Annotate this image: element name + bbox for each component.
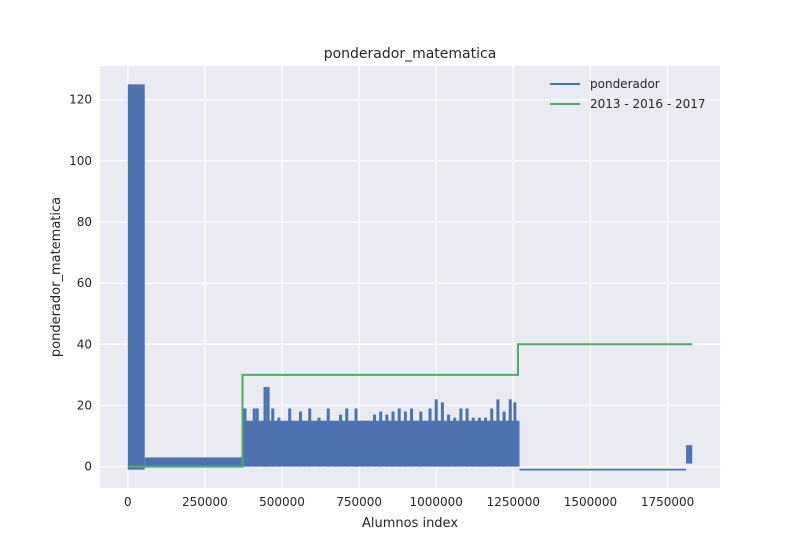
y-tick-label: 100 <box>69 154 92 168</box>
ponderador-spike <box>345 408 349 467</box>
y-tick-label: 20 <box>77 398 92 412</box>
ponderador-spike <box>243 408 247 467</box>
ponderador-band <box>686 445 693 464</box>
y-tick-label: 40 <box>77 337 92 351</box>
ponderador-spike <box>263 387 267 467</box>
ponderador-band <box>127 84 145 470</box>
ponderador-spike <box>317 417 321 467</box>
ponderador-spike <box>513 402 517 467</box>
ponderador-spike <box>502 411 506 467</box>
y-tick-label: 60 <box>77 276 92 290</box>
ponderador-spike <box>508 399 512 467</box>
x-tick-label: 500000 <box>259 495 305 509</box>
ponderador-spike <box>308 408 312 467</box>
x-tick-label: 1750000 <box>641 495 694 509</box>
ponderador-spike <box>459 408 463 467</box>
plot-background <box>100 66 720 488</box>
ponderador-spike <box>419 411 423 467</box>
chart-title: ponderador_matematica <box>324 46 497 62</box>
ponderador-spike <box>354 408 358 467</box>
ponderador-spike <box>298 411 302 467</box>
ponderador-spike <box>410 408 414 467</box>
ponderador-spike <box>434 399 438 467</box>
y-ticks: 0 20 40 60 80 100 120 <box>69 93 92 474</box>
ponderador-spike <box>397 408 401 467</box>
ponderador-spike <box>477 417 481 467</box>
x-axis-label: Alumnos index <box>362 516 458 531</box>
ponderador-spike <box>447 414 451 467</box>
y-tick-label: 0 <box>84 460 92 474</box>
y-axis-label: ponderador_matematica <box>49 197 64 357</box>
ponderador-spike <box>484 417 488 467</box>
ponderador-spike <box>453 417 457 467</box>
ponderador-spike <box>288 408 292 467</box>
x-tick-label: 1000000 <box>409 495 462 509</box>
ponderador-spike <box>440 402 444 467</box>
ponderador-spike <box>465 408 469 467</box>
ponderador-spike <box>255 408 259 467</box>
ponderador-spike <box>496 399 500 467</box>
ponderador-spike <box>379 411 383 467</box>
ponderador-spike <box>373 414 377 467</box>
legend-label-ponderador: ponderador <box>590 77 660 91</box>
ponderador-spike <box>403 411 407 467</box>
ponderador-spike <box>252 408 256 467</box>
ponderador-band <box>144 457 244 467</box>
x-tick-label: 1500000 <box>564 495 617 509</box>
ponderador-spike <box>248 423 252 467</box>
y-tick-label: 120 <box>69 93 92 107</box>
ponderador-spike <box>385 414 389 467</box>
x-ticks: 0 250000 500000 750000 1000000 1250000 1500000… <box>124 495 694 509</box>
step-line-2013-2016-2017 <box>127 343 693 468</box>
x-tick-label: 0 <box>124 495 132 509</box>
ponderador-spike <box>339 414 343 467</box>
ponderador-spike <box>277 417 281 467</box>
ponderador-spike <box>326 408 330 467</box>
ponderador-spike <box>490 408 494 467</box>
plot-content <box>127 84 693 471</box>
y-tick-label: 80 <box>77 215 92 229</box>
ponderador-spike <box>471 417 475 467</box>
x-tick-label: 1250000 <box>487 495 540 509</box>
ponderador-spike <box>266 387 270 467</box>
ponderador-spike <box>391 411 395 467</box>
legend-label-2013-2016-2017: 2013 - 2016 - 2017 <box>590 97 706 111</box>
ponderador-spike <box>271 408 275 467</box>
legend: ponderador 2013 - 2016 - 2017 <box>550 77 706 111</box>
x-tick-label: 750000 <box>336 495 382 509</box>
ponderador-spike <box>360 420 364 467</box>
x-tick-label: 250000 <box>182 495 228 509</box>
ponderador-spike <box>428 408 432 467</box>
